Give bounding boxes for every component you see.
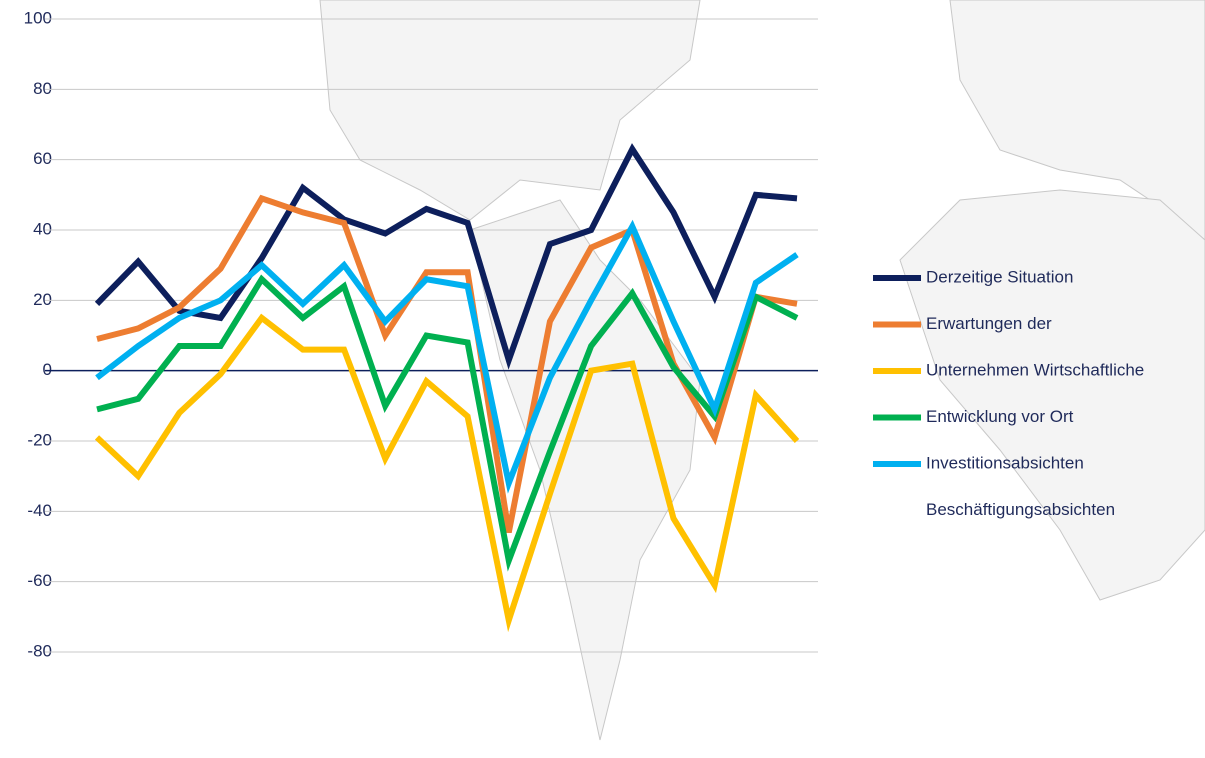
y-tick-label: -20 [27, 430, 52, 449]
y-tick-label: 80 [33, 79, 52, 98]
legend-label: Entwicklung vor Ort [926, 407, 1074, 426]
y-tick-label: 0 [43, 360, 52, 379]
y-tick-label: 40 [33, 219, 52, 238]
series-line [95, 219, 799, 494]
legend-label: Derzeitige Situation [926, 267, 1073, 286]
y-tick-label: -40 [27, 501, 52, 520]
legend-label: Erwartungen der [926, 314, 1052, 333]
legend-label: Unternehmen Wirtschaftliche [926, 360, 1144, 379]
series-line [94, 143, 798, 370]
y-tick-label: -80 [27, 641, 52, 660]
series-line [94, 313, 800, 633]
y-tick-label: 60 [33, 149, 52, 168]
y-tick-label: 100 [24, 8, 52, 27]
y-tick-label: -60 [27, 571, 52, 590]
map-background [319, 0, 1205, 741]
series-line [96, 274, 799, 572]
legend-label: Investitionsabsichten [926, 453, 1084, 472]
y-tick-label: 20 [33, 290, 52, 309]
legend-label: Beschäftigungsabsichten [926, 500, 1115, 519]
